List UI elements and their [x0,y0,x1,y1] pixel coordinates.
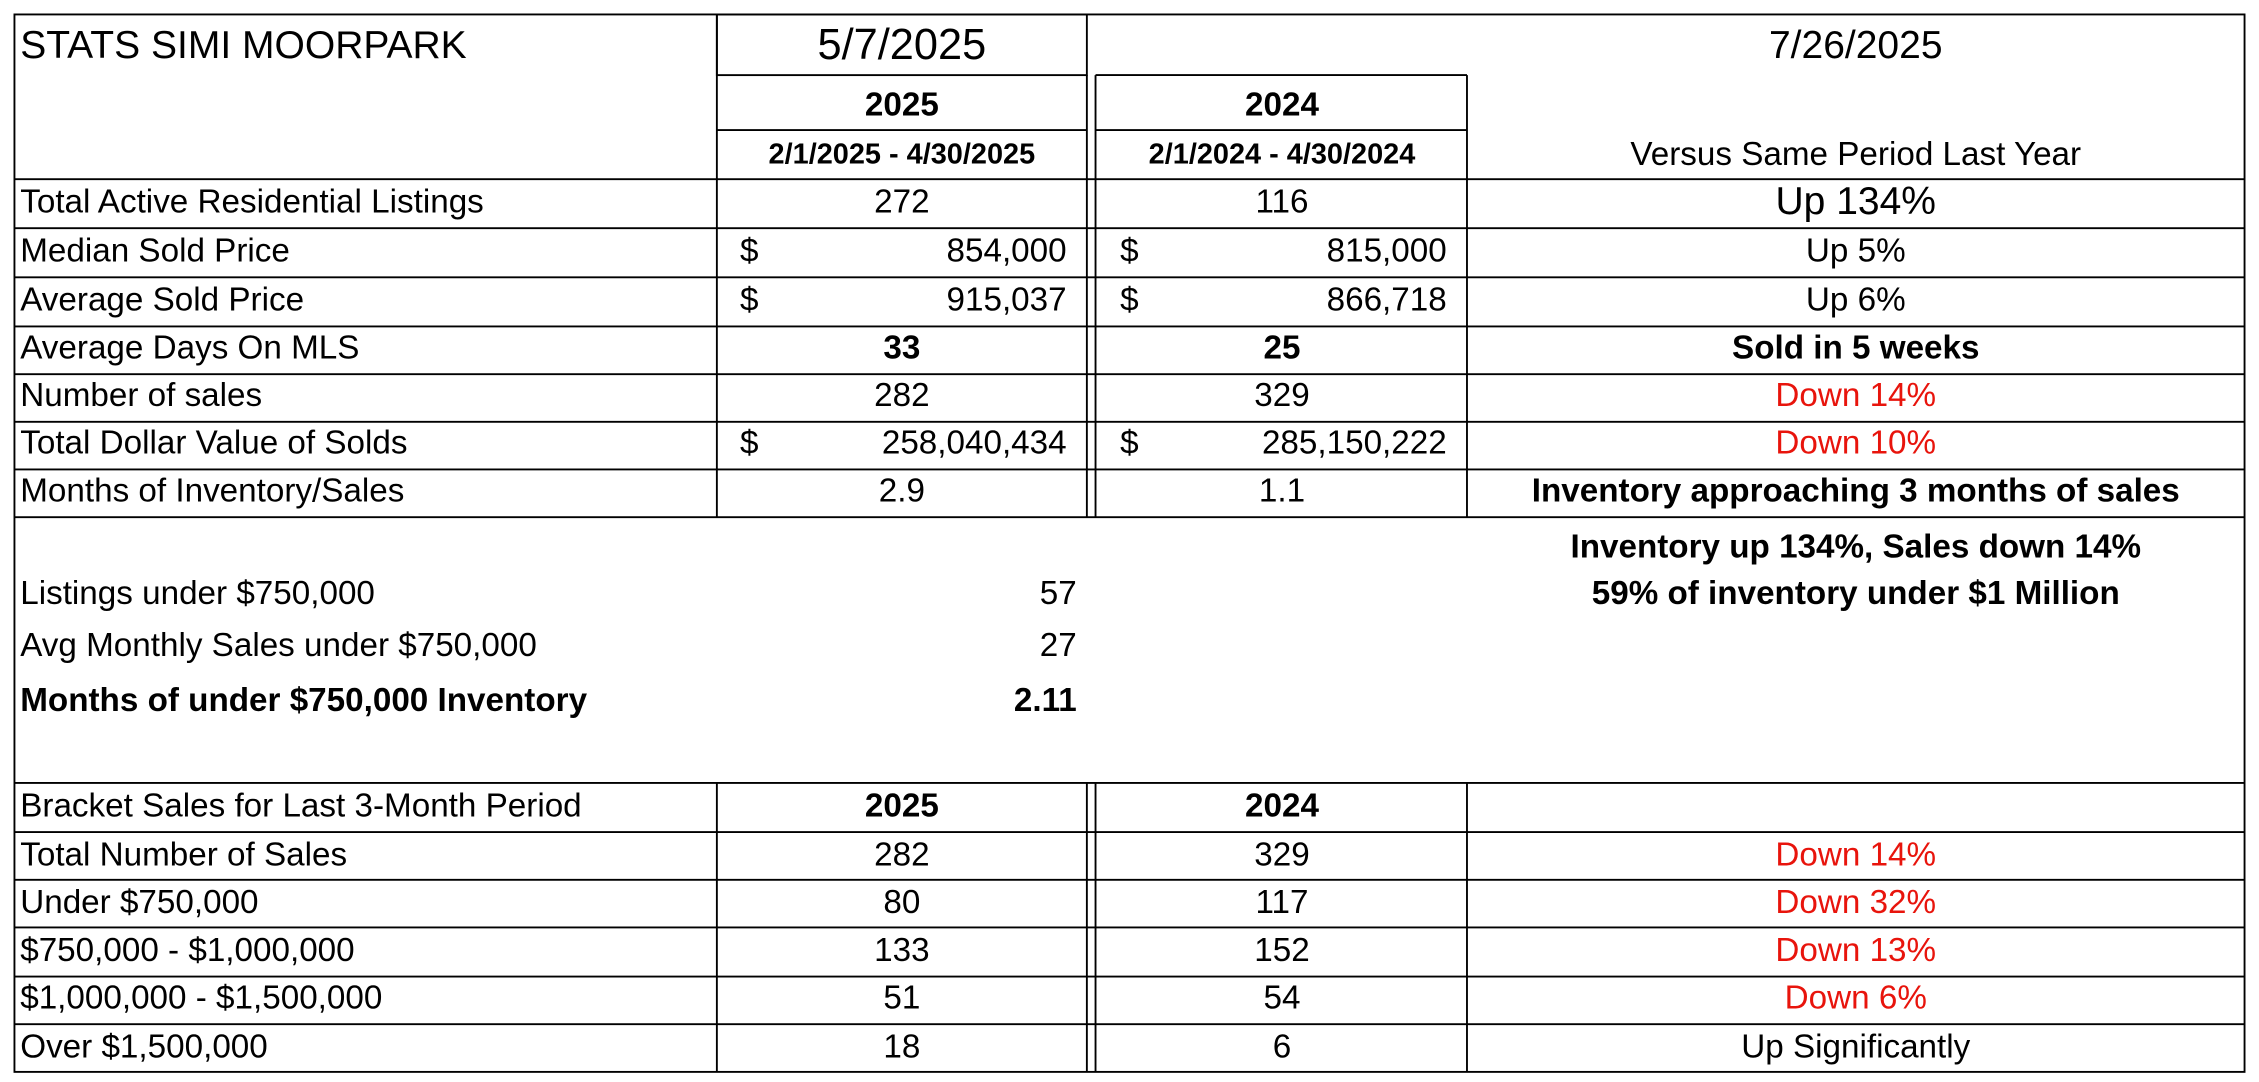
year-header: 2025 [865,787,939,824]
value: 282 [874,836,929,873]
comparison: Down 32% [1775,884,1936,921]
period: 2/1/2024 - 4/30/2024 [1149,139,1416,171]
date: 5/7/2025 [818,21,987,69]
bracket-label: Under $750,000 [20,884,258,921]
comparison-header: Versus Same Period Last Year [1630,136,2081,173]
bracket-label: $1,000,000 - $1,500,000 [20,979,382,1016]
value: 152 [1254,932,1309,969]
row-label: Total Active Residential Listings [20,183,484,220]
note: Inventory up 134%, Sales down 14% [1570,529,2141,566]
value: 18 [883,1029,920,1066]
comparison: Down 14% [1775,377,1936,414]
summary-label: Avg Monthly Sales under $750,000 [20,627,537,664]
comparison: Inventory approaching 3 months of sales [1532,472,2180,509]
value: 33 [883,329,920,366]
note: 59% of inventory under $1 Million [1592,575,2120,612]
currency: $ [740,233,758,270]
date-right: 7/26/2025 [1769,24,1943,67]
value: 51 [883,979,920,1016]
value: 915,037 [947,282,1067,319]
value: 25 [1263,329,1300,366]
summary-value: 2.11 [1014,682,1077,719]
row-label: Average Sold Price [20,282,304,319]
row-label: Months of Inventory/Sales [20,472,404,509]
period: 2/1/2025 - 4/30/2025 [769,139,1036,171]
value: 2.9 [879,472,925,509]
year-header: 2025 [865,87,939,124]
bracket-label: Over $1,500,000 [20,1029,268,1066]
summary-label: Listings under $750,000 [20,575,375,612]
value: 282 [874,377,929,414]
bracket-header: Bracket Sales for Last 3-Month Period [20,787,581,824]
row-label: Average Days On MLS [20,329,359,366]
comparison: Down 13% [1775,932,1936,969]
comparison: Up 5% [1806,233,1906,270]
comparison: Down 10% [1775,425,1936,462]
comparison: Up 6% [1806,282,1906,319]
currency: $ [1120,282,1138,319]
value: 133 [874,932,929,969]
value: 329 [1254,377,1309,414]
row-label: Number of sales [20,377,262,414]
currency: $ [740,282,758,319]
value: 117 [1255,884,1308,921]
summary-value: 57 [1040,575,1077,612]
border [13,13,2246,1073]
value: 272 [874,183,929,220]
value: 329 [1254,836,1309,873]
comparison: Down 14% [1775,836,1936,873]
value: 854,000 [947,233,1067,270]
bracket-label: Total Number of Sales [20,836,347,873]
comparison: Up 134% [1776,180,1936,223]
comparison: Sold in 5 weeks [1732,329,1979,366]
row-label: Total Dollar Value of Solds [20,425,407,462]
value: 6 [1273,1029,1291,1066]
bracket-label: $750,000 - $1,000,000 [20,932,354,969]
value: 815,000 [1327,233,1447,270]
comparison: Down 6% [1785,979,1927,1016]
summary-value: 27 [1040,627,1077,664]
value: 258,040,434 [882,425,1067,462]
currency: $ [740,425,758,462]
currency: $ [1120,233,1138,270]
summary-label: Months of under $750,000 Inventory [20,682,587,719]
value: 1.1 [1259,472,1305,509]
year-header: 2024 [1245,787,1319,824]
value: 80 [883,884,920,921]
value: 54 [1263,979,1300,1016]
value: 285,150,222 [1262,425,1447,462]
comparison: Up Significantly [1741,1029,1970,1066]
currency: $ [1120,425,1138,462]
row-label: Median Sold Price [20,233,290,270]
year-header: 2024 [1245,87,1319,124]
value: 116 [1255,183,1308,220]
value: 866,718 [1327,282,1447,319]
title: STATS SIMI MOORPARK [20,24,466,67]
